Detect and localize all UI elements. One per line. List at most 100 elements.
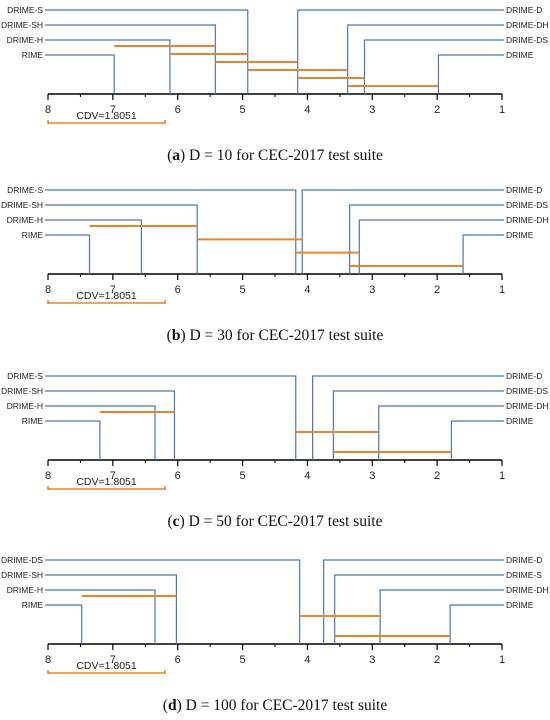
caption-paren-close: ) xyxy=(180,147,189,164)
algorithm-label: DRIME-H xyxy=(7,35,43,45)
x-tick-label: 2 xyxy=(434,470,440,482)
x-tick-label: 3 xyxy=(369,284,375,296)
cd-value-label: CDV=1.8051 xyxy=(76,660,137,672)
rank-bracket-right xyxy=(334,574,504,644)
algorithm-label: DRIME xyxy=(506,230,534,240)
rank-bracket-right xyxy=(332,390,504,460)
x-tick-label: 6 xyxy=(175,284,181,296)
rank-bracket-left xyxy=(45,234,91,274)
algorithm-label: DRIME-DS xyxy=(506,200,548,210)
x-tick-label: 4 xyxy=(304,654,310,666)
caption-paren-open: ( xyxy=(163,697,168,714)
rank-bracket-right xyxy=(378,405,504,460)
algorithm-label: DRIME-DH xyxy=(506,20,549,30)
cd-panel-a: 8 7 6 5 4 3 2 1 DRIME-S DRIME-SH DRIME-H RIME DRIME-… xyxy=(1,5,549,164)
caption-paren-open: ( xyxy=(168,513,173,530)
rank-bracket-right xyxy=(462,234,504,274)
x-tick-label: 5 xyxy=(240,654,246,666)
x-tick-label: 4 xyxy=(304,470,310,482)
algorithm-label: DRIME-DH xyxy=(506,585,549,595)
rank-bracket-left xyxy=(45,219,142,274)
x-tick-label: 4 xyxy=(304,284,310,296)
caption-text: D = 100 for CEC-2017 test suite xyxy=(186,697,388,714)
x-tick-label: 4 xyxy=(304,104,310,116)
cd-value-label: CDV=1.8051 xyxy=(76,476,137,488)
x-tick-label: 1 xyxy=(499,654,505,666)
algorithm-label: RIME xyxy=(22,230,44,240)
algorithm-label: DRIME xyxy=(506,600,534,610)
rank-bracket-left xyxy=(45,420,101,460)
rank-bracket-left xyxy=(45,24,216,94)
cd-panel-b: 8 7 6 5 4 3 2 1 DRIME-S DRIME-SH DRIME-H RIME DRIME-… xyxy=(1,185,549,344)
rank-bracket-right xyxy=(437,54,504,94)
rank-bracket-left xyxy=(45,574,178,644)
rank-bracket-left xyxy=(45,9,249,94)
rank-bracket-right xyxy=(348,204,504,274)
rank-bracket-left xyxy=(45,54,115,94)
rank-bracket-right xyxy=(363,39,504,94)
x-tick-label: 1 xyxy=(499,284,505,296)
rank-bracket-left xyxy=(45,189,297,274)
algorithm-label: DRIME xyxy=(506,50,534,60)
x-tick-label: 3 xyxy=(369,654,375,666)
x-tick-label: 2 xyxy=(434,284,440,296)
rank-bracket-right xyxy=(297,9,504,94)
x-tick-label: 6 xyxy=(175,104,181,116)
panel-caption: (b) D = 30 for CEC-2017 test suite xyxy=(167,327,384,344)
algorithm-label: DRIME-H xyxy=(7,585,43,595)
x-tick-label: 7 xyxy=(110,654,116,666)
algorithm-label: DRIME-S xyxy=(7,185,43,195)
algorithm-label: DRIME-D xyxy=(506,5,542,15)
algorithm-label: RIME xyxy=(22,600,44,610)
x-tick-label: 6 xyxy=(175,654,181,666)
x-tick-label: 5 xyxy=(240,470,246,482)
caption-paren-close: ) xyxy=(180,327,189,344)
x-tick-label: 8 xyxy=(45,470,51,482)
algorithm-label: DRIME-S xyxy=(506,570,542,580)
x-tick-label: 7 xyxy=(110,284,116,296)
x-tick-label: 8 xyxy=(45,654,51,666)
panel-caption: (a) D = 10 for CEC-2017 test suite xyxy=(167,147,383,164)
x-tick-label: 8 xyxy=(45,284,51,296)
rank-bracket-left xyxy=(45,375,297,460)
x-tick-label: 3 xyxy=(369,470,375,482)
caption-letter: a xyxy=(172,147,180,164)
rank-bracket-left xyxy=(45,604,83,644)
x-tick-label: 1 xyxy=(499,470,505,482)
rank-bracket-right xyxy=(312,375,504,460)
rank-bracket-left xyxy=(45,390,176,460)
algorithm-label: RIME xyxy=(22,50,44,60)
caption-paren-close: ) xyxy=(180,513,189,530)
caption-text: D = 50 for CEC-2017 test suite xyxy=(189,513,383,530)
x-tick-label: 8 xyxy=(45,104,51,116)
algorithm-label: DRIME-SH xyxy=(1,20,43,30)
algorithm-label: DRIME-D xyxy=(506,371,542,381)
cd-panel-c: 8 7 6 5 4 3 2 1 DRIME-S DRIME-SH DRIME-H RIME DRIME-… xyxy=(1,371,549,530)
rank-bracket-right xyxy=(347,24,504,94)
rank-bracket-left xyxy=(45,204,198,274)
algorithm-label: DRIME-S xyxy=(7,5,43,15)
algorithm-label: DRIME-H xyxy=(7,401,43,411)
rank-bracket-right xyxy=(301,189,504,274)
caption-text: D = 30 for CEC-2017 test suite xyxy=(189,327,383,344)
cd-value-label: CDV=1.8051 xyxy=(76,290,137,302)
rank-bracket-left xyxy=(45,39,171,94)
caption-text: D = 10 for CEC-2017 test suite xyxy=(189,147,383,164)
algorithm-label: DRIME-D xyxy=(506,555,542,565)
x-tick-label: 2 xyxy=(434,654,440,666)
algorithm-label: DRIME-DS xyxy=(506,386,548,396)
algorithm-label: DRIME-SH xyxy=(1,570,43,580)
rank-bracket-left xyxy=(45,405,156,460)
rank-bracket-right xyxy=(450,420,504,460)
rank-bracket-right xyxy=(449,604,504,644)
algorithm-label: DRIME-DH xyxy=(506,401,549,411)
rank-bracket-right xyxy=(379,589,504,644)
algorithm-label: DRIME-H xyxy=(7,215,43,225)
caption-paren-open: ( xyxy=(167,327,172,344)
x-tick-label: 1 xyxy=(499,104,505,116)
panel-caption: (d) D = 100 for CEC-2017 test suite xyxy=(163,697,388,714)
x-tick-label: 7 xyxy=(110,104,116,116)
x-tick-label: 5 xyxy=(240,284,246,296)
cd-value-label: CDV=1.8051 xyxy=(76,110,137,122)
